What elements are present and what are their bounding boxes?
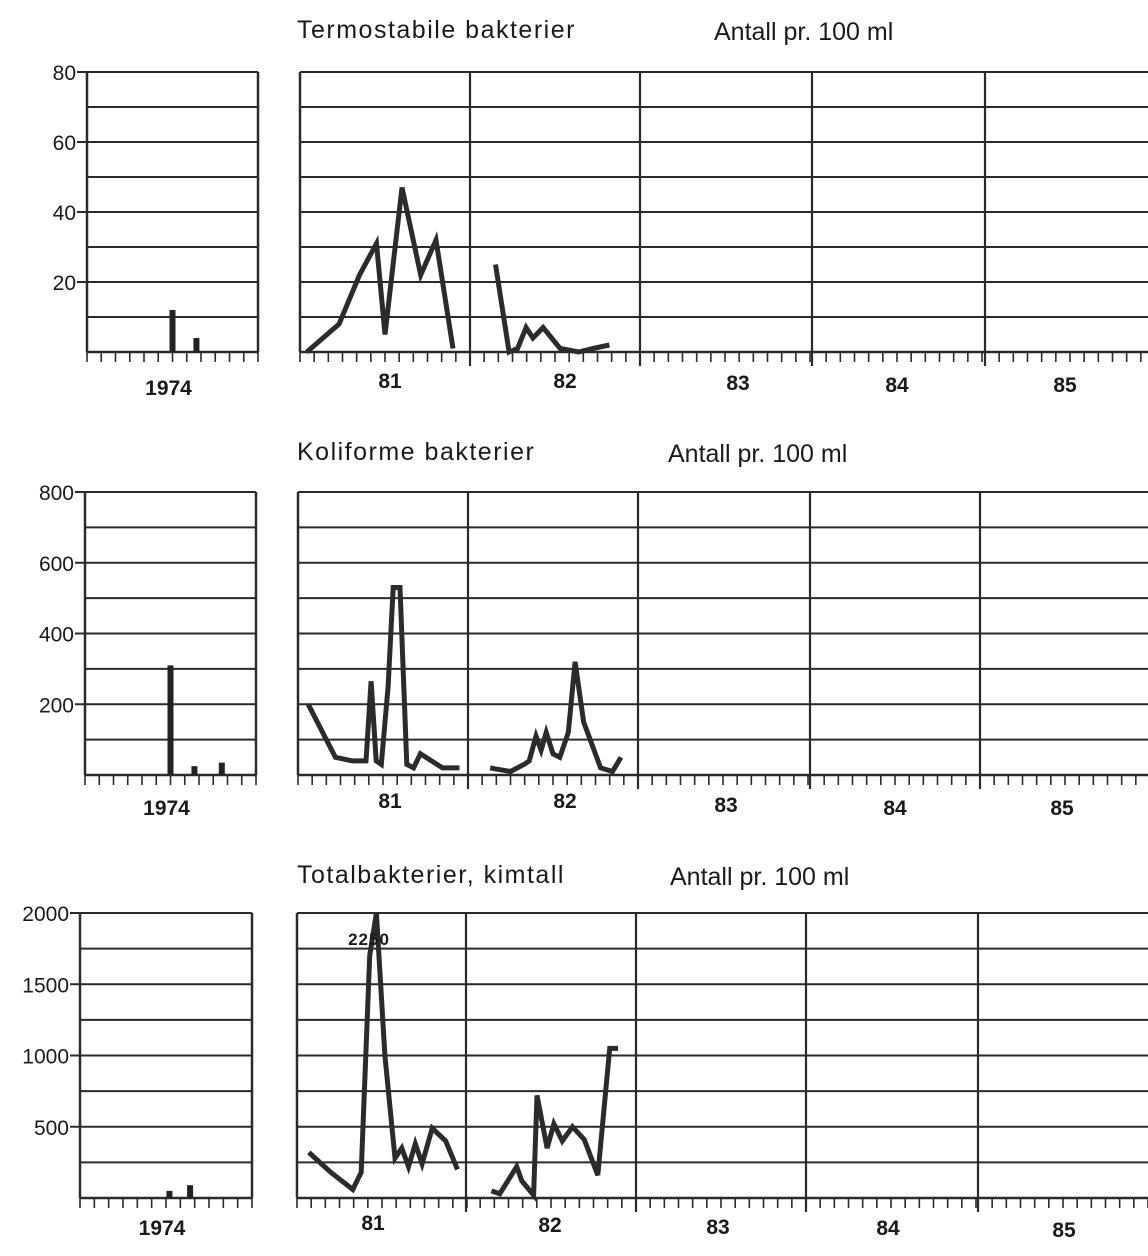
chart-subtitle: Antall pr. 100 ml — [714, 18, 893, 46]
data-annotation: 2250 — [348, 930, 390, 949]
x-tick-label-82: 82 — [553, 370, 576, 393]
x-tick-label-1974: 1974 — [139, 1217, 186, 1240]
x-tick-label-84: 84 — [876, 1217, 900, 1240]
y-tick-label: 80 — [53, 62, 76, 85]
x-tick-label-81: 81 — [361, 1212, 385, 1235]
x-tick-label-82: 82 — [538, 1214, 561, 1237]
chart-subtitle: Antall pr. 100 ml — [670, 863, 849, 891]
x-tick-label-83: 83 — [706, 1216, 729, 1239]
chart-panel-2: Koliforme bakterier Antall pr. 100 ml 200 4… — [39, 438, 1148, 820]
x-tick-label-1974: 1974 — [145, 377, 192, 400]
chart-subtitle: Antall pr. 100 ml — [668, 440, 847, 468]
series-line-1 — [307, 912, 460, 1194]
y-tick-label: 800 — [39, 482, 74, 505]
x-tick-label-85: 85 — [1050, 797, 1074, 820]
x-tick-label-83: 83 — [714, 794, 737, 817]
chart-panel-3: Totalbakterier, kimtall Antall pr. 100 ml… — [22, 861, 1148, 1242]
y-tick-label: 600 — [39, 553, 74, 576]
chart-title: Totalbakterier, kimtall — [297, 861, 565, 889]
chart-title: Koliforme bakterier — [297, 438, 535, 466]
series-line-1 — [305, 585, 460, 772]
chart-title: Termostabile bakterier — [297, 16, 576, 44]
x-tick-label-85: 85 — [1053, 374, 1077, 397]
x-tick-label-81: 81 — [378, 790, 402, 813]
y-tick-label: 60 — [53, 132, 76, 155]
y-tick-label: 1500 — [22, 974, 69, 997]
y-tick-label: 1000 — [22, 1046, 69, 1069]
x-tick-label-82: 82 — [553, 790, 576, 813]
series-line-1 — [305, 186, 456, 354]
series-line-2 — [493, 264, 610, 356]
y-tick-label: 200 — [39, 694, 74, 717]
x-tick-label-83: 83 — [726, 372, 749, 395]
x-tick-label-81: 81 — [378, 370, 402, 393]
series-line-2 — [490, 1045, 619, 1202]
y-tick-label: 500 — [34, 1117, 69, 1140]
y-tick-label: 2000 — [22, 903, 69, 926]
x-tick-label-1974: 1974 — [143, 797, 190, 820]
y-tick-label: 20 — [53, 272, 76, 295]
x-tick-label-85: 85 — [1052, 1219, 1076, 1242]
y-tick-label: 400 — [39, 624, 74, 647]
x-tick-label-84: 84 — [885, 374, 909, 397]
series-line-2 — [489, 661, 624, 775]
chart-panel-1: Termostabile bakterier Antall pr. 100 ml 2… — [53, 16, 1148, 400]
y-tick-label: 40 — [53, 202, 76, 225]
x-tick-label-84: 84 — [883, 797, 907, 820]
